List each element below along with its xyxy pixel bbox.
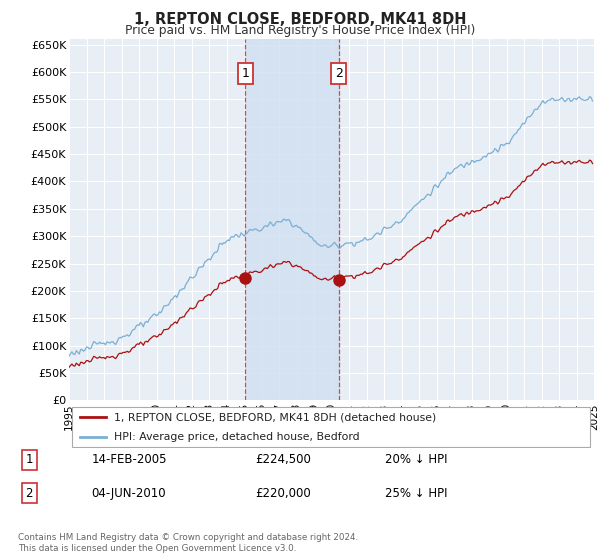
FancyBboxPatch shape bbox=[71, 407, 590, 447]
Text: 1, REPTON CLOSE, BEDFORD, MK41 8DH (detached house): 1, REPTON CLOSE, BEDFORD, MK41 8DH (deta… bbox=[113, 412, 436, 422]
Text: Price paid vs. HM Land Registry's House Price Index (HPI): Price paid vs. HM Land Registry's House … bbox=[125, 24, 475, 36]
Text: 2: 2 bbox=[26, 487, 33, 500]
Text: 1: 1 bbox=[242, 67, 250, 80]
Text: 25% ↓ HPI: 25% ↓ HPI bbox=[385, 487, 447, 500]
Text: 2: 2 bbox=[335, 67, 343, 80]
Text: 1: 1 bbox=[26, 453, 33, 466]
Text: £220,000: £220,000 bbox=[255, 487, 311, 500]
Bar bbox=[245, 39, 339, 400]
Text: 20% ↓ HPI: 20% ↓ HPI bbox=[385, 453, 447, 466]
Text: 1, REPTON CLOSE, BEDFORD, MK41 8DH: 1, REPTON CLOSE, BEDFORD, MK41 8DH bbox=[134, 12, 466, 27]
Text: HPI: Average price, detached house, Bedford: HPI: Average price, detached house, Bedf… bbox=[113, 432, 359, 442]
Text: 04-JUN-2010: 04-JUN-2010 bbox=[91, 487, 166, 500]
Text: 14-FEB-2005: 14-FEB-2005 bbox=[91, 453, 167, 466]
Text: Contains HM Land Registry data © Crown copyright and database right 2024.
This d: Contains HM Land Registry data © Crown c… bbox=[18, 533, 358, 553]
Text: £224,500: £224,500 bbox=[255, 453, 311, 466]
